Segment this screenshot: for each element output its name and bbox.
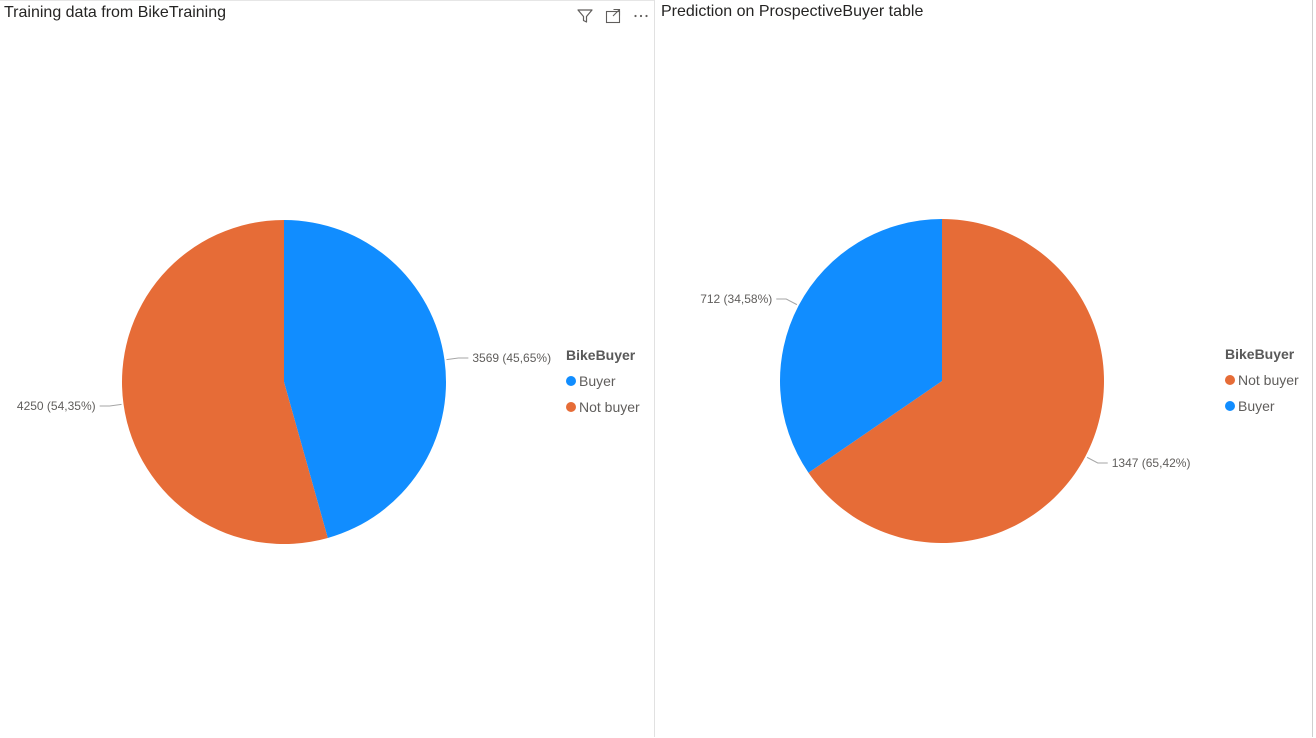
pie-chart-prediction: 1347 (65,42%) 712 (34,58%): [700, 219, 1191, 543]
legend-label: Not buyer: [1238, 372, 1299, 388]
legend: BikeBuyer Not buyer Buyer: [1225, 346, 1299, 419]
focus-mode-icon[interactable]: [602, 5, 624, 27]
pie-chart-training: 3569 (45,65%) 4250 (54,35%): [17, 220, 551, 544]
legend-marker-buyer: [566, 376, 576, 386]
more-options-icon[interactable]: [630, 5, 652, 27]
data-label-not-buyer: 4250 (54,35%): [17, 399, 96, 413]
visual-header-icons: [574, 5, 652, 27]
legend: BikeBuyer Buyer Not buyer: [566, 347, 640, 420]
leader-line: [99, 403, 122, 407]
legend-marker-buyer: [1225, 401, 1235, 411]
legend-title: BikeBuyer: [1225, 346, 1295, 362]
legend-marker-not-buyer: [1225, 375, 1235, 385]
leader-line: [776, 298, 798, 306]
data-label-not-buyer: 1347 (65,42%): [1112, 456, 1191, 470]
legend-item-not-buyer[interactable]: Not buyer: [566, 394, 640, 420]
data-label-buyer: 3569 (45,65%): [472, 351, 551, 365]
legend-title: BikeBuyer: [566, 347, 636, 363]
data-label-buyer: 712 (34,58%): [700, 292, 772, 306]
legend-item-buyer[interactable]: Buyer: [1225, 393, 1299, 419]
legend-label: Buyer: [1238, 398, 1275, 414]
pie-slice-not-buyer[interactable]: [121, 220, 328, 544]
legend-label: Buyer: [579, 373, 616, 389]
visual-training-data[interactable]: Training data from BikeTraining 3569 (45…: [0, 0, 654, 737]
pie-slice-buyer[interactable]: [780, 219, 942, 473]
filter-icon[interactable]: [574, 5, 596, 27]
legend-item-not-buyer[interactable]: Not buyer: [1225, 367, 1299, 393]
legend-marker-not-buyer: [566, 402, 576, 412]
legend-label: Not buyer: [579, 399, 640, 415]
leader-line: [1086, 456, 1108, 464]
pie-slice-not-buyer[interactable]: [808, 219, 1104, 543]
visual-prediction[interactable]: Prediction on ProspectiveBuyer table 134…: [654, 0, 1313, 737]
leader-line: [446, 357, 469, 361]
legend-item-buyer[interactable]: Buyer: [566, 368, 640, 394]
pie-slice-buyer[interactable]: [284, 220, 446, 538]
chart-title: Prediction on ProspectiveBuyer table: [661, 3, 924, 20]
chart-title: Training data from BikeTraining: [4, 4, 227, 21]
